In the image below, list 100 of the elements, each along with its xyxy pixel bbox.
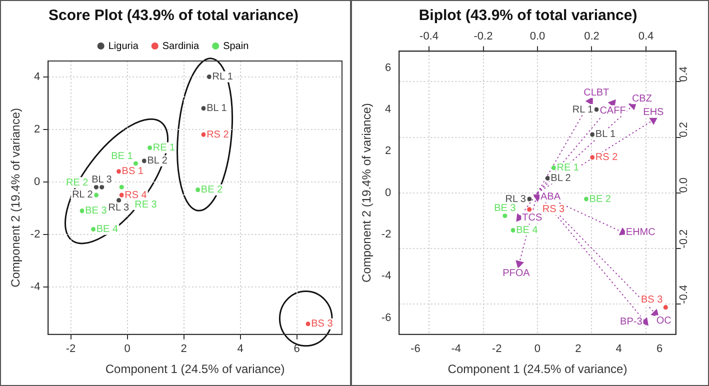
y-tick-label: 4 [385, 104, 392, 116]
point [116, 198, 122, 203]
y-axis-title: Component 2 (19.4% of variance) [360, 103, 374, 283]
point [551, 166, 556, 170]
data-label: BS 3 [311, 318, 334, 330]
data-label: BS 3 [640, 294, 664, 306]
x-tick-label: 4 [237, 343, 244, 356]
point [133, 161, 138, 166]
data-label: BL 1 [206, 103, 228, 114]
point [100, 184, 104, 190]
x2-tick-label: -0.2 [474, 30, 493, 43]
x-tick-label: -2 [66, 343, 76, 356]
data-label: RL 2 [72, 189, 94, 200]
point [663, 305, 668, 310]
point [510, 228, 516, 233]
y-tick-label: 6 [385, 62, 392, 74]
data-label: BP-3 [620, 316, 643, 328]
point [119, 192, 124, 198]
y2-tick-label: 0.2 [678, 122, 690, 138]
data-label: RS 2 [595, 152, 618, 164]
data-label: ABA [540, 192, 561, 203]
point [594, 107, 599, 112]
y-tick-label: -4 [30, 281, 40, 294]
x-tick-label: 6 [656, 343, 663, 356]
data-label: BL 2 [147, 156, 168, 167]
point [306, 322, 310, 326]
data-label: RL 1 [572, 104, 594, 116]
x2-tick-label: -0.4 [420, 30, 438, 43]
point [201, 132, 206, 137]
legend-label: Spain [223, 40, 249, 52]
point [148, 145, 152, 150]
point [196, 188, 200, 192]
data-label: RS 2 [206, 129, 230, 140]
point [201, 106, 206, 111]
point [584, 196, 589, 202]
x-tick-label: 6 [294, 343, 300, 356]
point [516, 260, 524, 268]
y-tick-label: 0 [385, 186, 392, 199]
data-label: RS 4 [124, 190, 148, 201]
point [116, 169, 122, 174]
y-tick-label: 4 [34, 70, 40, 83]
point [94, 192, 99, 198]
point [590, 155, 595, 160]
y-tick-label: -6 [381, 312, 392, 324]
x-tick-label: 0 [124, 343, 130, 356]
data-label: OC [656, 315, 672, 326]
point [545, 176, 550, 181]
y-tick-label: -4 [381, 270, 392, 282]
x-tick-label: 4 [616, 343, 622, 356]
x-axis-title: Component 1 (24.5% of variance) [105, 362, 285, 376]
x-axis-title: Component 1 (24.5% of variance) [448, 362, 628, 376]
y2-tick-label: -0.2 [678, 229, 690, 248]
data-label: RE 3 [134, 199, 158, 210]
data-label: BE 3 [494, 202, 516, 214]
data-label: TCS [522, 212, 543, 224]
data-label: RL 3 [108, 202, 130, 214]
point [502, 213, 508, 218]
data-label: BL 2 [550, 172, 572, 184]
y-tick-label: 0 [34, 176, 40, 188]
data-label: CBZ [632, 93, 652, 104]
y2-tick-label: 0.4 [678, 66, 690, 82]
data-label: RE 1 [556, 162, 580, 174]
data-label: CAFF [600, 106, 626, 117]
x-tick-label: -6 [410, 343, 420, 356]
point [527, 196, 532, 202]
chart-title: Biplot (43.9% of total variance) [418, 7, 638, 24]
legend-label: Liguria [108, 40, 139, 52]
data-label: RE 1 [152, 142, 176, 154]
point [649, 117, 658, 124]
legend-label: Sardinia [162, 40, 200, 52]
y-axis-title: Component 2 (19.4% of variance) [8, 108, 23, 288]
point [119, 184, 124, 190]
data-label: BL 1 [595, 129, 616, 140]
point [206, 74, 212, 80]
x-tick-label: 2 [575, 343, 582, 356]
point [590, 132, 595, 137]
data-label: BE 4 [96, 224, 118, 235]
y-tick-label: -2 [30, 228, 40, 241]
y-tick-label: 2 [34, 123, 40, 136]
data-label: BE 2 [200, 184, 224, 196]
data-label: BS 1 [122, 166, 144, 178]
point [80, 208, 84, 214]
point [91, 226, 96, 232]
x2-tick-label: 0.4 [638, 30, 654, 43]
x-tick-label: -2 [492, 343, 502, 356]
data-label: BE 4 [516, 225, 538, 236]
y2-tick-label: -0.4 [678, 284, 690, 304]
data-label: EHS [643, 107, 664, 118]
x-tick-label: 0 [534, 343, 541, 356]
x-tick-label: 2 [180, 343, 187, 356]
point [142, 158, 147, 164]
data-label: BE 2 [589, 194, 612, 205]
y2-tick-label: 0.0 [678, 178, 690, 193]
y-tick-label: -2 [381, 228, 392, 240]
x2-tick-label: 0.2 [584, 30, 600, 43]
chart-title: Score Plot (43.9% of total variance) [48, 7, 299, 24]
point [527, 207, 532, 212]
x2-tick-label: 0.0 [530, 30, 546, 43]
point [94, 184, 99, 190]
data-label: RL 3 [505, 194, 526, 205]
